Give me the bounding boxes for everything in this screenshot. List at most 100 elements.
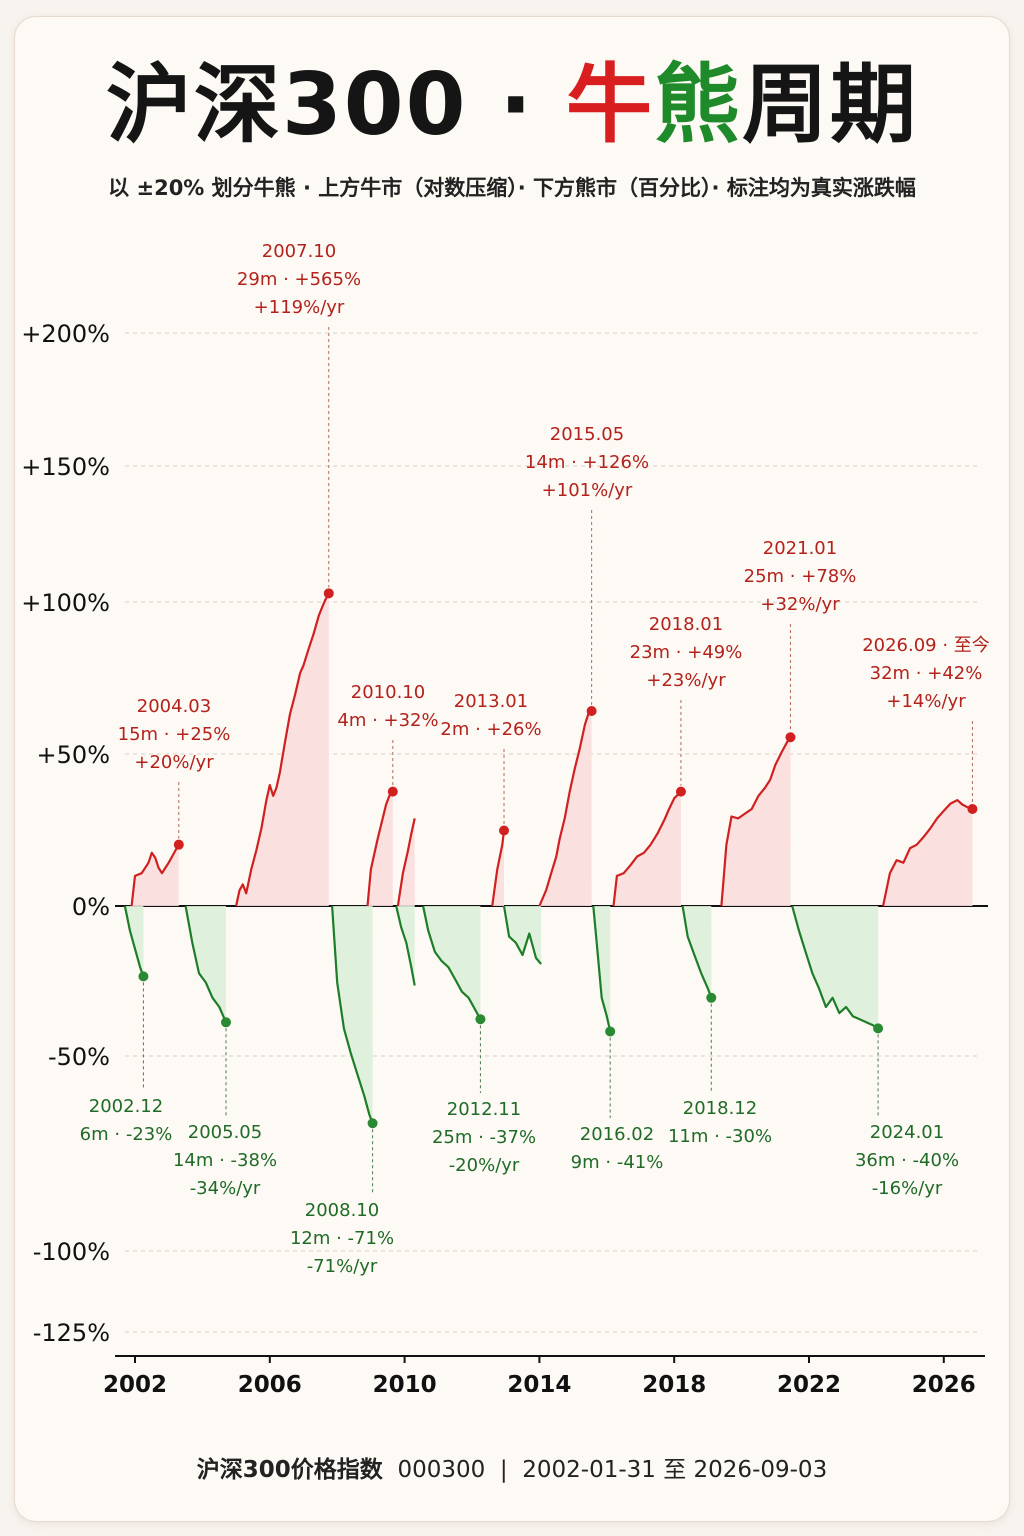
bear-line-10 xyxy=(184,905,228,1023)
bull-annotation-label: 2007.10 xyxy=(262,241,336,262)
bull-annotation-label: 2010.10 xyxy=(351,682,425,703)
bull-area-5 xyxy=(539,711,592,906)
chart-title: 沪深300 · 牛熊周期 xyxy=(0,50,1024,160)
y-tick-label: -100% xyxy=(33,1238,110,1266)
bull-line-2 xyxy=(366,790,394,907)
y-tick-label: -50% xyxy=(48,1043,110,1071)
bear-annotation-label: -71%/yr xyxy=(307,1256,378,1277)
bear-line-14 xyxy=(502,905,542,965)
x-tick-label: 2018 xyxy=(642,1372,706,1398)
y-tick-label: -125% xyxy=(33,1319,110,1347)
bear-line-12 xyxy=(395,905,416,986)
bear-area-14 xyxy=(504,906,542,965)
footer-date-range: 2002-01-31 至 2026-09-03 xyxy=(522,1457,828,1483)
bull-annotation-label: 15m · +25% xyxy=(118,724,231,745)
bear-trough-marker xyxy=(367,1118,378,1129)
bear-annotation-label: 12m · -71% xyxy=(290,1228,394,1249)
bull-peak-marker xyxy=(499,825,510,836)
chart-subtitle: 以 ±20% 划分牛熊 · 上方牛市（对数压缩）· 下方熊市（百分比）· 标注均… xyxy=(108,176,916,200)
footer-index-code: 000300 xyxy=(397,1457,486,1483)
bear-annotation-label: -20%/yr xyxy=(449,1155,520,1176)
bear-area-15 xyxy=(593,906,611,1032)
bull-annotation-label: 14m · +126% xyxy=(525,452,649,473)
y-tick-label: +150% xyxy=(21,453,110,481)
bull-annotation-label: +32%/yr xyxy=(760,594,840,615)
footer-caption: 沪深300价格指数 000300 | 2002-01-31 至 2026-09-… xyxy=(0,1452,1024,1488)
bear-annotation-label: 25m · -37% xyxy=(432,1127,536,1148)
bull-annotation-label: 2021.01 xyxy=(763,538,837,559)
bear-annotation-label: 2008.10 xyxy=(305,1200,379,1221)
bear-area-10 xyxy=(185,906,226,1023)
bull-annotation-label: 23m · +49% xyxy=(630,642,743,663)
bull-annotation-label: 2026.09 · 至今 xyxy=(862,635,990,656)
y-tick-label: +50% xyxy=(37,741,110,769)
title-bear-char: 熊 xyxy=(654,55,743,155)
x-tick-label: 2022 xyxy=(777,1372,841,1398)
bull-line-3 xyxy=(396,818,416,907)
bull-annotation-label: 4m · +32% xyxy=(337,710,438,731)
bear-annotation-label: 2018.12 xyxy=(683,1098,757,1119)
bull-peak-marker xyxy=(675,786,686,797)
bull-line-4 xyxy=(491,830,506,907)
bear-annotation-label: 9m · -41% xyxy=(571,1152,664,1173)
bull-annotation-label: 2015.05 xyxy=(550,424,624,445)
bear-line-16 xyxy=(681,905,713,999)
bull-line-1 xyxy=(235,592,330,907)
bull-peak-marker xyxy=(967,803,978,814)
bull-annotation-label: 32m · +42% xyxy=(870,663,983,684)
bull-peak-marker xyxy=(323,588,334,599)
bear-line-17 xyxy=(791,905,879,1030)
x-tick-label: 2002 xyxy=(103,1372,167,1398)
y-tick-label: +100% xyxy=(21,589,110,617)
bull-line-0 xyxy=(130,844,180,907)
bear-area-12 xyxy=(396,906,415,986)
title-bull-char: 牛 xyxy=(566,55,655,155)
title-part2: 周期 xyxy=(742,55,919,155)
x-tick-label: 2026 xyxy=(912,1372,976,1398)
y-tick-label: +200% xyxy=(21,320,110,348)
bull-area-7 xyxy=(721,737,791,906)
bull-annotation-label: 2004.03 xyxy=(137,696,211,717)
bear-trough-marker xyxy=(873,1023,884,1034)
x-tick-label: 2006 xyxy=(238,1372,302,1398)
bear-area-11 xyxy=(332,906,373,1124)
bear-annotation-label: -34%/yr xyxy=(190,1178,261,1199)
bull-annotation-label: 2018.01 xyxy=(649,614,723,635)
bull-area-1 xyxy=(236,593,329,906)
bear-trough-marker xyxy=(138,971,149,982)
bull-line-8 xyxy=(882,799,973,907)
bear-annotation-label: 2012.11 xyxy=(447,1099,521,1120)
x-tick-label: 2014 xyxy=(507,1372,571,1398)
bull-area-2 xyxy=(367,791,393,906)
footer-separator: | xyxy=(499,1457,508,1483)
bear-annotation-label: 6m · -23% xyxy=(80,1124,173,1145)
bull-peak-marker xyxy=(586,705,597,716)
chart-card xyxy=(14,16,1010,1522)
bull-annotation-label: 2013.01 xyxy=(454,691,528,712)
bull-peak-marker xyxy=(387,786,398,797)
bear-line-15 xyxy=(592,905,612,1032)
title-part1: 沪深300 · xyxy=(105,55,567,155)
bull-line-7 xyxy=(720,736,792,907)
y-tick-label: 0% xyxy=(72,893,110,921)
bear-area-17 xyxy=(792,906,879,1029)
bear-trough-marker xyxy=(475,1014,486,1025)
bull-area-0 xyxy=(131,844,179,906)
bear-annotation-label: 11m · -30% xyxy=(668,1126,772,1147)
x-tick-label: 2010 xyxy=(373,1372,437,1398)
bear-annotation-label: -16%/yr xyxy=(872,1178,943,1199)
bear-annotation-label: 2024.01 xyxy=(870,1122,944,1143)
bear-trough-marker xyxy=(220,1017,231,1028)
footer-index-name: 沪深300价格指数 xyxy=(196,1457,383,1483)
bull-annotation-label: +23%/yr xyxy=(646,670,726,691)
bear-area-16 xyxy=(682,906,712,998)
bear-annotation-label: 2005.05 xyxy=(188,1122,262,1143)
bear-line-11 xyxy=(331,905,374,1124)
bull-annotation-label: +119%/yr xyxy=(254,297,345,318)
bear-annotation-label: 2002.12 xyxy=(89,1096,163,1117)
bull-annotation-label: 25m · +78% xyxy=(744,566,857,587)
bear-area-13 xyxy=(423,906,481,1020)
bull-annotation-label: +14%/yr xyxy=(886,691,966,712)
bear-annotation-label: 36m · -40% xyxy=(855,1150,959,1171)
